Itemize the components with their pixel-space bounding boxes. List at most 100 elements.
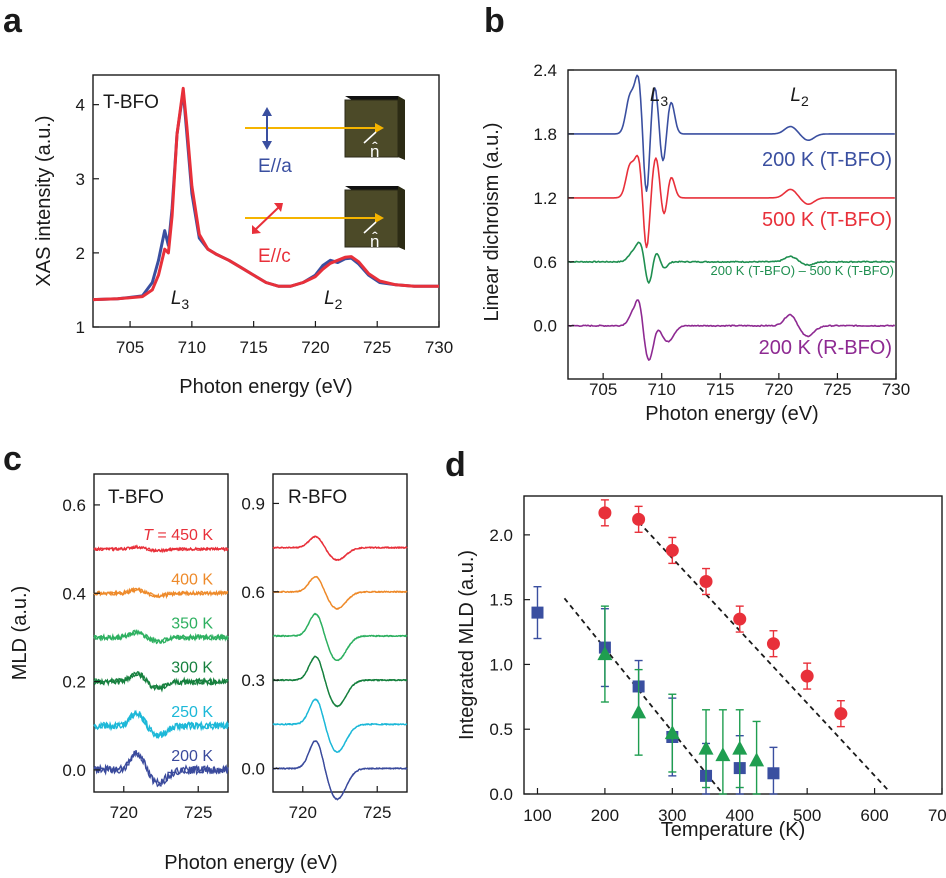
inset-label-e-a: E//a <box>258 156 292 177</box>
panel-c-temperature-label-2: 350 K <box>171 615 213 632</box>
panel-b-ytick-label-1: 0.6 <box>533 253 557 272</box>
panel-letter-a: a <box>3 2 23 40</box>
panel-c-left-series-1-scan-1 <box>93 587 229 600</box>
panel-c-ticks: 720 725 0.0 0.2 0.4 0.6 720 725 0.0 0.3 0.6 0.9 <box>62 494 391 822</box>
panel-b-legend-500k-tbfo: 500 K (T-BFO) <box>762 209 892 231</box>
panel-d-fit-line-0 <box>637 521 889 791</box>
normal-symbol-bottom: n̂ <box>370 231 379 251</box>
panel-b-xlabel: Photon energy (eV) <box>645 403 818 425</box>
panel-d-xtick-label-0: 100 <box>523 806 551 825</box>
panel-a-frame <box>92 74 440 328</box>
panel-c-left-series-3-scan-1 <box>93 670 229 692</box>
panel-d-xtick-label-3: 400 <box>726 806 754 825</box>
panel-a-xas: 705 710 715 720 725 730 1 2 3 4 Photon energy (eV… <box>33 74 454 398</box>
panel-c-right-series-2-scan-0 <box>272 612 408 661</box>
panel-a-series-e-c <box>92 86 439 302</box>
panel-d-triangle-point-3 <box>698 740 714 755</box>
panel-c-xlabel: Photon energy (eV) <box>164 852 337 874</box>
panel-a-xtick-label-0: 705 <box>116 338 144 357</box>
panel-b-xtick-label-3: 720 <box>765 380 793 399</box>
panel-b-ytick-label-3: 1.8 <box>533 125 557 144</box>
panel-c-left-series-4-scan-1 <box>93 709 229 739</box>
panel-letter-b: b <box>484 2 505 40</box>
panel-c-left-title: T-BFO <box>108 487 164 508</box>
panel-b-series-1 <box>568 154 895 249</box>
panel-c-right-series-4-scan-0 <box>272 699 408 753</box>
panel-c-temperature-label-1: 400 K <box>171 571 213 588</box>
panel-d-ytick-label-0: 0.0 <box>489 785 513 804</box>
panel-a-series-group <box>92 86 439 302</box>
panel-a-xtick-label-4: 725 <box>363 338 391 357</box>
panel-c-right-series-0-scan-0 <box>272 535 408 562</box>
panel-c-left-ytick-label-1: 0.2 <box>62 673 86 692</box>
panel-c-temperature-label-0: T = 450 K <box>143 527 213 544</box>
panel-c-right-ytick-label-2: 0.6 <box>241 583 265 602</box>
panel-b-series-0 <box>568 74 895 192</box>
panel-c-right-series-0-scan-1 <box>272 535 408 562</box>
panel-d-integrated-mld: 100 200 300 400 500 600 700 0.0 0.5 1.0 1.5 2.0 Tem… <box>456 495 946 841</box>
panel-a-inset: E//a n̂ E//c n̂ <box>245 96 405 267</box>
panel-d-series-group <box>531 499 889 795</box>
panel-d-fit-line-1 <box>563 597 724 795</box>
panel-d-ytick-label-1: 0.5 <box>489 720 513 739</box>
panel-c-right-series-2-scan-1 <box>272 613 408 662</box>
panel-d-triangle-point-4 <box>715 747 731 762</box>
panel-c-right-series-3-scan-0 <box>272 655 408 708</box>
normal-arrow-bottom <box>363 221 377 234</box>
panel-c-series-group <box>93 535 408 801</box>
panel-b-series-2 <box>567 241 895 284</box>
polarization-arrowhead-a-up <box>262 107 272 116</box>
panel-d-circle-point-0 <box>598 506 612 520</box>
panel-b-xtick-label-4: 725 <box>823 380 851 399</box>
normal-symbol-top: n̂ <box>370 141 379 161</box>
panel-b-series-3 <box>568 299 896 361</box>
inset-label-e-c: E//c <box>258 246 291 267</box>
panel-d-xtick-label-5: 600 <box>860 806 888 825</box>
panel-c-left-xtick-label-0: 720 <box>110 803 138 822</box>
panel-c-right-series-5-scan-1 <box>272 740 408 801</box>
panel-b-ytick-label-4: 2.4 <box>533 61 557 80</box>
panel-letter-c: c <box>3 440 22 478</box>
panel-a-title: T-BFO <box>103 92 159 113</box>
panel-d-triangle-point-1 <box>631 704 647 719</box>
panel-d-frame <box>523 495 943 795</box>
panel-b-peak-label-0: L3 <box>650 85 669 109</box>
panel-d-ylabel: Integrated MLD (a.u.) <box>456 550 478 740</box>
panel-d-xtick-label-6: 700 <box>928 806 946 825</box>
panel-c-mld: 720 725 0.0 0.2 0.4 0.6 720 725 0.0 0.3 0.6 0.9 T-B… <box>9 473 408 874</box>
polarization-arrowhead-c-down <box>252 225 261 234</box>
panel-d-circle-point-7 <box>834 707 848 721</box>
panel-c-left-ytick-label-2: 0.4 <box>62 584 86 603</box>
panel-c-left-ytick-label-3: 0.6 <box>62 496 86 515</box>
panel-c-temperature-label-5: 200 K <box>171 748 213 765</box>
panel-d-square-point-0 <box>531 606 544 619</box>
panel-c-right-title: R-BFO <box>288 487 347 508</box>
panel-a-ytick-label-3: 4 <box>76 96 85 115</box>
beam-arrowhead-top <box>375 123 384 133</box>
panel-d-triangle-point-6 <box>749 752 765 767</box>
panel-a-peak-label-0: L3 <box>171 288 190 312</box>
panel-c-right-ytick-label-1: 0.3 <box>241 671 265 690</box>
panel-a-ticks: 705 710 715 720 725 730 1 2 3 4 <box>76 96 454 357</box>
panel-d-circle-point-4 <box>733 612 747 626</box>
panel-b-xtick-label-1: 710 <box>648 380 676 399</box>
panel-c-right-series-1-scan-1 <box>272 575 408 610</box>
panel-d-ytick-label-3: 1.5 <box>489 591 513 610</box>
panel-c-right-ytick-label-3: 0.9 <box>241 494 265 513</box>
panel-c-left-series-5-scan-1 <box>93 750 229 786</box>
panel-c-right-ytick-label-0: 0.0 <box>241 759 265 778</box>
panel-d-triangle-point-2 <box>664 725 680 740</box>
panel-a-ylabel: XAS intensity (a.u.) <box>33 115 55 286</box>
beam-arrowhead-bottom <box>375 213 384 223</box>
panel-a-peak-label-1: L2 <box>324 288 343 312</box>
panel-d-xtick-label-2: 300 <box>658 806 686 825</box>
panel-c-right-xtick-label-1: 725 <box>363 803 391 822</box>
panel-c-ylabel: MLD (a.u.) <box>9 586 31 680</box>
panel-a-xlabel: Photon energy (eV) <box>179 376 352 398</box>
panel-a-peak-labels: L3 L2 <box>171 288 343 312</box>
panel-c-temperature-labels: T = 450 K 400 K 350 K 300 K 250 K 200 K <box>143 527 213 765</box>
panel-b-xtick-label-5: 730 <box>882 380 910 399</box>
panel-b-ticks: 705 710 715 720 725 730 0.0 0.6 1.2 1.8 2.4 <box>533 61 910 399</box>
panel-a-ytick-label-1: 2 <box>76 244 85 263</box>
